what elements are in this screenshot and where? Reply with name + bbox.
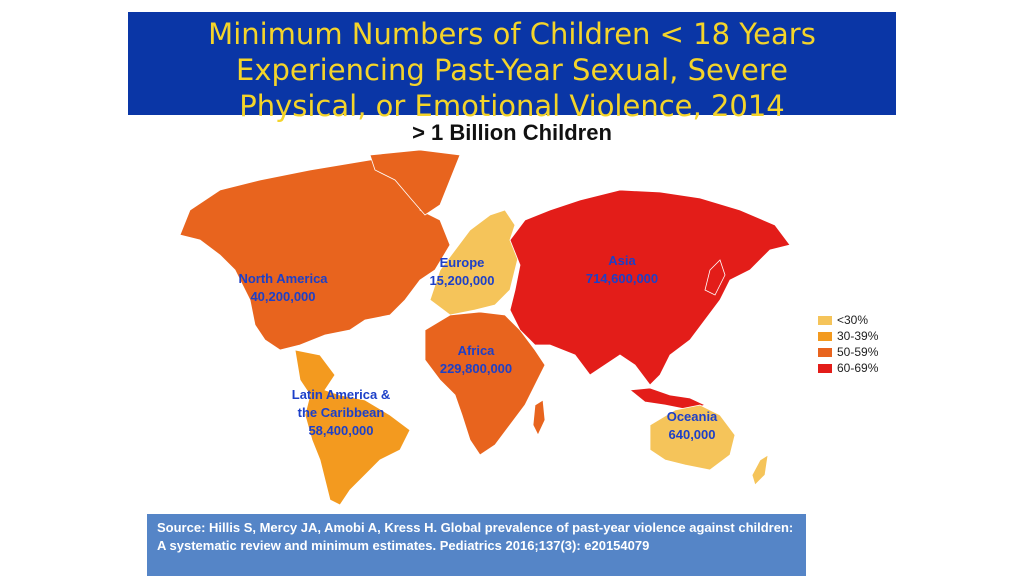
europe-name: Europe xyxy=(439,255,485,270)
north-america-value: 40,200,000 xyxy=(250,289,316,304)
africa-name: Africa xyxy=(457,343,495,358)
asia-name: Asia xyxy=(608,253,636,268)
region-madagascar xyxy=(532,399,546,436)
label-europe: Europe 15,200,000 xyxy=(412,254,512,290)
oceania-value: 640,000 xyxy=(668,427,716,442)
africa-value: 229,800,000 xyxy=(439,361,513,376)
title-line-1: Minimum Numbers of Children < 18 Years xyxy=(208,17,816,51)
region-africa xyxy=(424,311,546,456)
world-map xyxy=(179,150,791,506)
asia-value: 714,600,000 xyxy=(585,271,659,286)
title-banner: Minimum Numbers of Children < 18 Years E… xyxy=(128,12,896,123)
label-oceania: Oceania 640,000 xyxy=(652,408,732,444)
region-japan xyxy=(704,259,726,296)
legend-swatch xyxy=(818,347,832,357)
legend-label: <30% xyxy=(837,313,869,327)
europe-value: 15,200,000 xyxy=(429,273,495,288)
legend-swatch xyxy=(818,331,832,341)
legend-item: <30% xyxy=(818,312,878,328)
region-asia xyxy=(509,189,791,386)
title-line-2: Experiencing Past-Year Sexual, Severe xyxy=(236,53,788,87)
label-africa: Africa 229,800,000 xyxy=(426,342,526,378)
legend-item: 30-39% xyxy=(818,328,878,344)
title-line-3: Physical, or Emotional Violence, 2014 xyxy=(239,89,785,123)
north-america-name: North America xyxy=(238,271,328,286)
subtitle: > 1 Billion Children xyxy=(412,120,612,145)
region-oceania xyxy=(649,404,736,471)
legend-label: 50-59% xyxy=(837,345,879,359)
region-indonesia xyxy=(628,387,707,411)
latin-america-value: 58,400,000 xyxy=(308,423,374,438)
map-legend: <30% 30-39% 50-59% 60-69% xyxy=(818,312,878,376)
oceania-name: Oceania xyxy=(666,409,718,424)
latin-america-name: Latin America & xyxy=(291,387,391,402)
label-north-america: North America 40,200,000 xyxy=(228,270,338,306)
legend-swatch xyxy=(818,363,832,373)
latin-america-name2: the Caribbean xyxy=(297,405,385,420)
label-latin-america: Latin America & the Caribbean 58,400,000 xyxy=(281,386,401,440)
legend-label: 30-39% xyxy=(837,329,879,343)
legend-swatch xyxy=(818,315,832,325)
legend-item: 60-69% xyxy=(818,360,878,376)
legend-label: 60-69% xyxy=(837,361,879,375)
legend-item: 50-59% xyxy=(818,344,878,360)
source-citation: Source: Hillis S, Mercy JA, Amobi A, Kre… xyxy=(147,514,806,576)
label-asia: Asia 714,600,000 xyxy=(572,252,672,288)
region-latin-america xyxy=(294,349,411,506)
region-greenland xyxy=(369,150,461,216)
region-new-zealand xyxy=(751,454,769,486)
